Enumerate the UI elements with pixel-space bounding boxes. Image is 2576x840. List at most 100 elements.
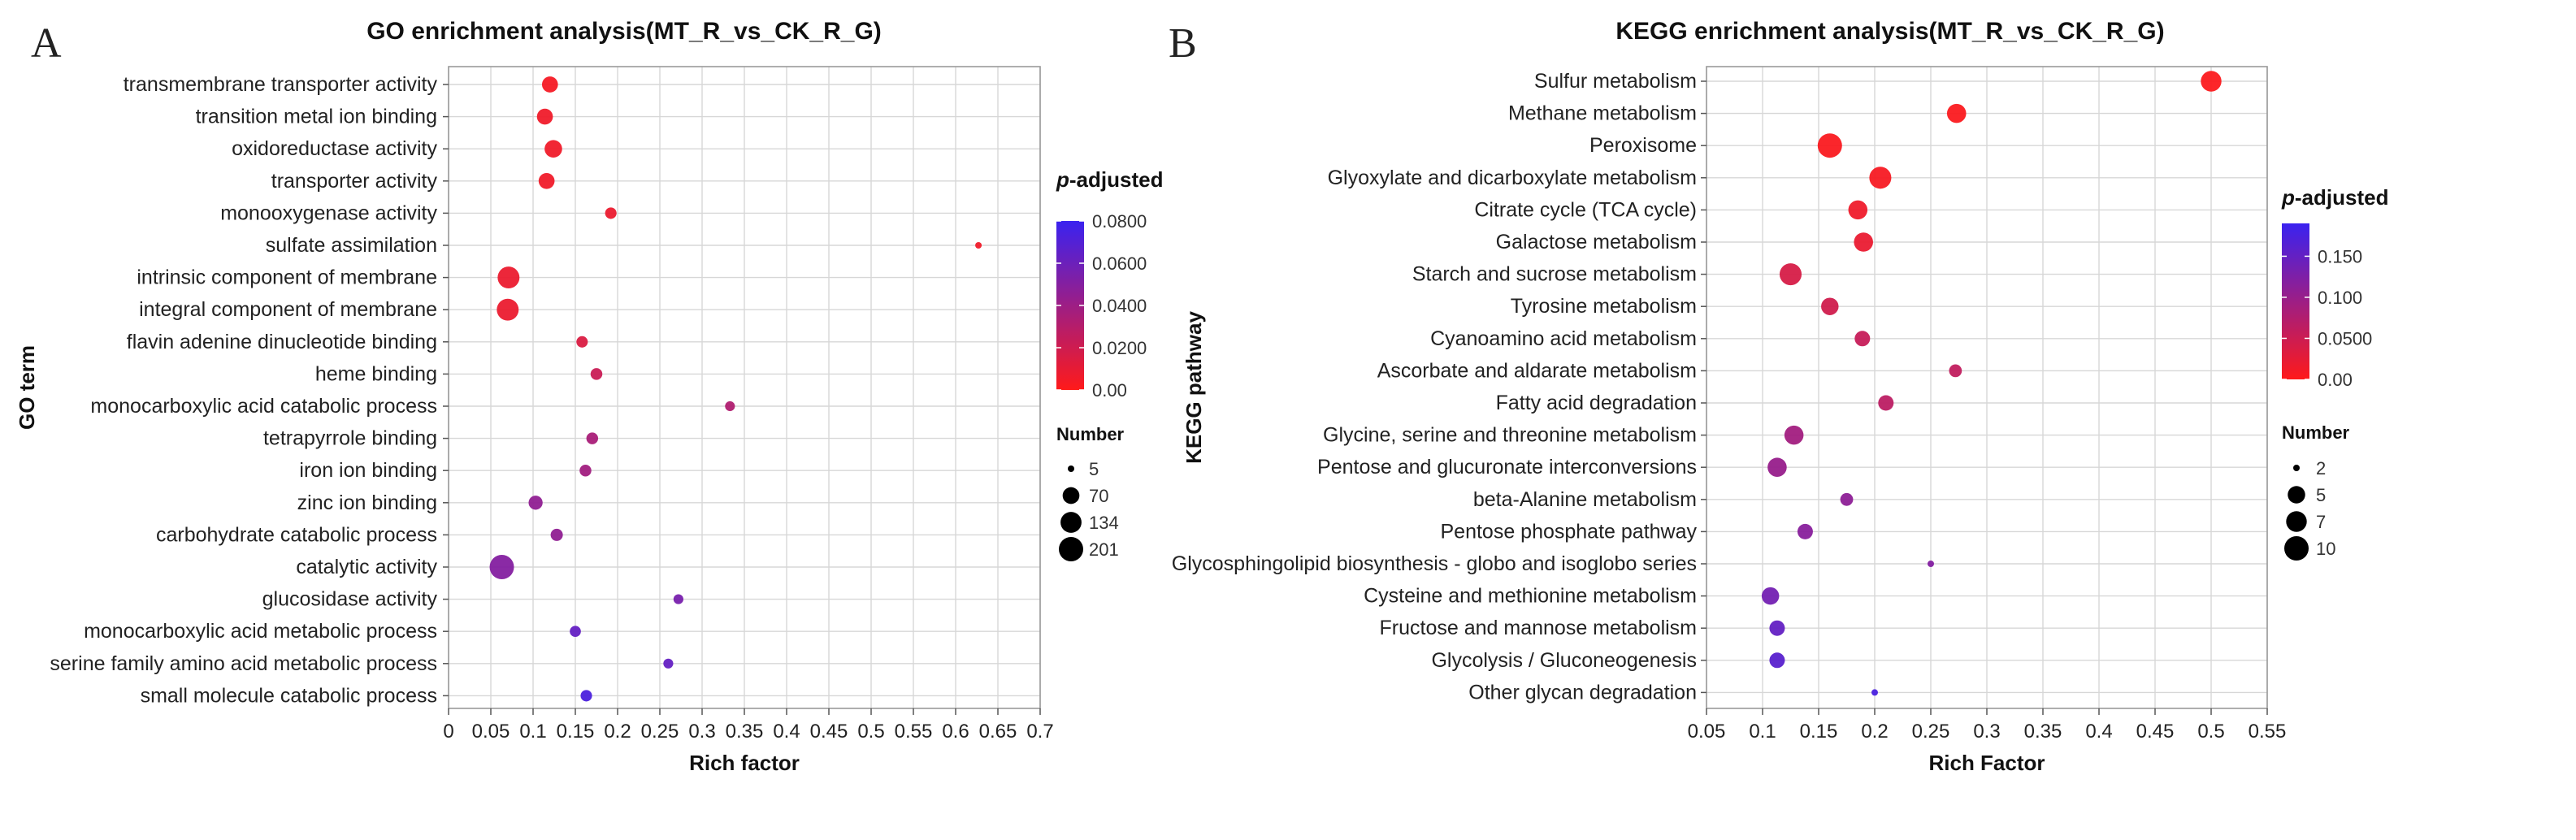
go-term-label: integral component of membrane <box>139 298 437 321</box>
go-x-tick-label: 0 <box>443 721 453 743</box>
go-term-label: oxidoreductase activity <box>232 137 437 160</box>
go-x-tick-label: 0.25 <box>641 721 679 743</box>
go-x-tick-label: 0.35 <box>726 721 764 743</box>
go-term-label: iron ion binding <box>299 459 437 482</box>
go-x-tick-label: 0.7 <box>1026 721 1053 743</box>
go-size-legend: Number 5 70 134 201 <box>1056 424 1125 561</box>
go-point <box>673 594 683 604</box>
kegg-term-label: Peroxisome <box>1589 134 1697 157</box>
go-term-label: serine family amino acid metabolic proce… <box>50 652 437 675</box>
go-term-label: transition metal ion binding <box>196 106 437 128</box>
go-size-legend-label: 134 <box>1089 513 1119 533</box>
kegg-term-label: Glycolysis / Gluconeogenesis <box>1431 649 1697 672</box>
kegg-term-label: Cyanoamino acid metabolism <box>1430 327 1697 350</box>
kegg-term-label: Pentose and glucuronate interconversions <box>1317 456 1697 478</box>
kegg-x-tick-label: 0.2 <box>1861 721 1888 743</box>
kegg-points <box>1761 71 2222 696</box>
go-colorbar-label: 0.0600 <box>1092 253 1147 274</box>
kegg-term-label: Fatty acid degradation <box>1496 392 1697 414</box>
kegg-term-label: Pentose phosphate pathway <box>1440 520 1697 543</box>
go-size-legend-label: 5 <box>1089 459 1099 479</box>
kegg-point <box>1769 620 1785 636</box>
kegg-point <box>2201 71 2222 92</box>
kegg-colorbar-label: 0.0500 <box>2318 328 2372 349</box>
go-chart-title: GO enrichment analysis(MT_R_vs_CK_R_G) <box>366 18 882 45</box>
kegg-colorbar-gradient <box>2282 223 2309 379</box>
kegg-colorbar-label: 0.150 <box>2318 246 2362 266</box>
panel-letter-a: A <box>31 20 62 67</box>
kegg-term-label: Glyoxylate and dicarboxylate metabolism <box>1328 167 1697 189</box>
go-term-label: carbohydrate catabolic process <box>156 523 437 546</box>
kegg-size-legend-circle <box>2288 486 2305 504</box>
kegg-term-label: Sulfur metabolism <box>1534 70 1697 93</box>
go-x-tick-label: 0.1 <box>519 721 546 743</box>
go-colorbar-label: 0.0800 <box>1092 211 1147 232</box>
kegg-point <box>1761 587 1780 605</box>
kegg-term-label: beta-Alanine metabolism <box>1473 488 1697 511</box>
kegg-point <box>1928 561 1934 567</box>
go-x-tick-label: 0.15 <box>557 721 595 743</box>
go-term-label: catalytic activity <box>296 556 437 578</box>
kegg-size-legend: Number 2 5 7 10 <box>2282 422 2350 561</box>
go-term-label: small molecule catabolic process <box>141 684 437 707</box>
go-enrichment-panel: A GO enrichment analysis(MT_R_vs_CK_R_G)… <box>15 18 1163 775</box>
go-point <box>580 690 592 702</box>
go-point <box>576 336 588 348</box>
kegg-term-label: Tyrosine metabolism <box>1511 295 1697 318</box>
go-colorbar-label: 0.0200 <box>1092 338 1147 358</box>
kegg-x-ticks: 0.05 0.1 0.15 0.2 0.25 0.3 0.35 0.4 0.45 0.5 0.55 <box>1688 708 2287 743</box>
go-grid <box>448 67 1041 708</box>
kegg-point <box>1767 457 1787 477</box>
go-point <box>550 528 563 541</box>
kegg-point <box>1779 263 1802 286</box>
kegg-x-tick-label: 0.4 <box>2085 721 2112 743</box>
kegg-term-label: Galactose metabolism <box>1496 231 1697 253</box>
go-colorbar-label: 0.00 <box>1092 380 1127 401</box>
go-term-label: flavin adenine dinucleotide binding <box>127 331 437 353</box>
kegg-y-axis-title: KEGG pathway <box>1182 311 1206 464</box>
go-x-axis-title: Rich factor <box>689 751 800 775</box>
kegg-x-tick-label: 0.25 <box>1912 721 1950 743</box>
go-term-label: transporter activity <box>271 170 438 193</box>
go-color-legend-title-rest: -adjusted <box>1069 167 1164 192</box>
kegg-colorbar-label: 0.00 <box>2318 370 2353 390</box>
go-colorbar-label: 0.0400 <box>1092 296 1147 316</box>
kegg-term-label: Glycine, serine and threonine metabolism <box>1323 424 1697 447</box>
go-x-tick-label: 0.5 <box>857 721 884 743</box>
go-point <box>536 108 553 125</box>
go-point <box>605 207 617 219</box>
go-x-tick-label: 0.65 <box>979 721 1017 743</box>
go-size-legend-title: Number <box>1056 424 1125 444</box>
go-point <box>570 626 581 638</box>
go-points <box>489 76 982 702</box>
kegg-color-legend-title: p-adjusted <box>2281 185 2388 210</box>
go-x-tick-label: 0.45 <box>810 721 848 743</box>
kegg-term-label: Ascorbate and aldarate metabolism <box>1377 359 1697 382</box>
go-point <box>590 368 603 380</box>
go-size-legend-label: 201 <box>1089 539 1119 560</box>
kegg-size-legend-label: 7 <box>2316 512 2326 532</box>
go-term-label: glucosidase activity <box>262 588 438 611</box>
go-term-label: transmembrane transporter activity <box>124 73 438 96</box>
kegg-x-tick-label: 0.55 <box>2249 721 2287 743</box>
kegg-point <box>1797 523 1813 539</box>
go-point <box>541 76 558 93</box>
go-point <box>528 496 543 510</box>
go-point <box>663 658 674 669</box>
go-x-tick-label: 0.3 <box>688 721 715 743</box>
kegg-term-label: Fructose and mannose metabolism <box>1380 617 1697 639</box>
kegg-legend: p-adjusted 0.150 0.100 0.0500 0.00 Number 2 5… <box>2281 185 2388 561</box>
go-colorbar: 0.0800 0.0600 0.0400 0.0200 0.00 <box>1056 211 1147 401</box>
kegg-enrichment-panel: B KEGG enrichment analysis(MT_R_vs_CK_R_… <box>1169 18 2388 775</box>
kegg-size-legend-label: 5 <box>2316 485 2326 505</box>
go-term-label: tetrapyrrole binding <box>263 427 437 450</box>
kegg-x-tick-label: 0.3 <box>1973 721 2000 743</box>
kegg-size-legend-circle <box>2293 465 2300 471</box>
kegg-x-tick-label: 0.05 <box>1688 721 1726 743</box>
kegg-point <box>1949 364 1962 378</box>
kegg-point <box>1821 297 1839 315</box>
kegg-point <box>1840 492 1854 506</box>
go-term-label: intrinsic component of membrane <box>137 266 437 289</box>
kegg-x-tick-label: 0.35 <box>2024 721 2062 743</box>
